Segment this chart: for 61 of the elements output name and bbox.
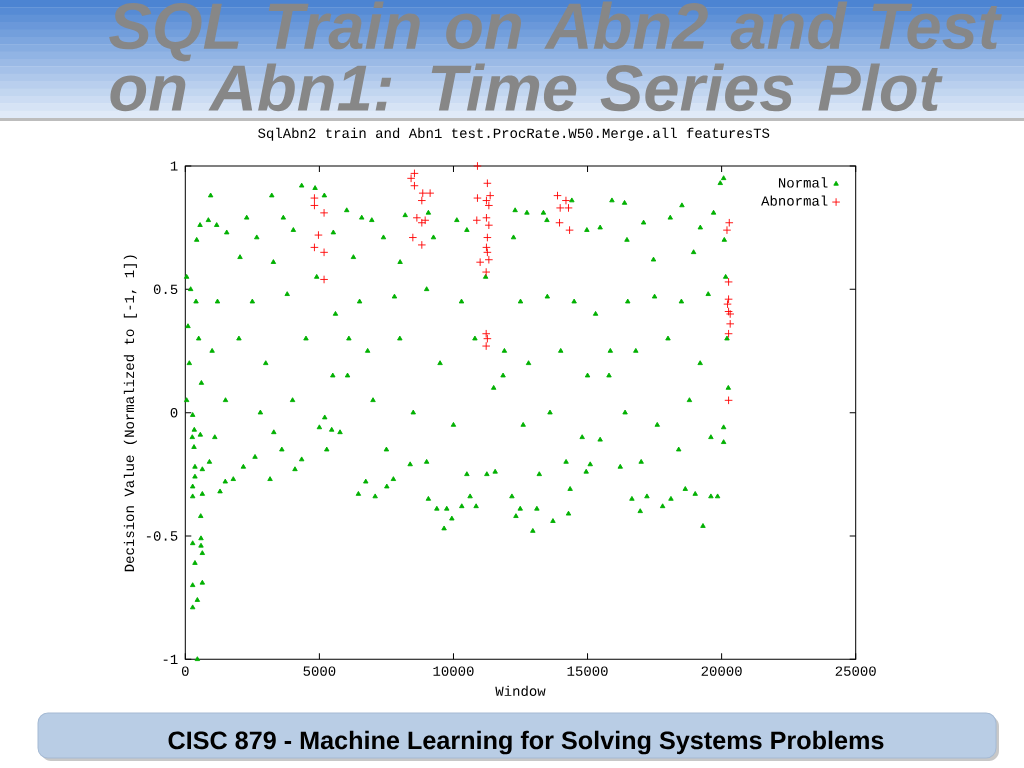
x-tick-label: 5000 xyxy=(303,666,336,676)
point xyxy=(310,193,319,203)
point xyxy=(555,203,565,213)
x-tick-label: 25000 xyxy=(835,666,876,676)
x-tick-label: 20000 xyxy=(701,666,742,676)
point xyxy=(408,233,418,242)
chart-subtitle: SqlAbn2 train and Abn1 test.ProcRate.W50.Merge.all featuresTS xyxy=(258,127,770,141)
point xyxy=(417,240,427,250)
point xyxy=(482,243,491,252)
point xyxy=(724,277,733,287)
point xyxy=(483,179,492,188)
point xyxy=(483,233,492,242)
point xyxy=(555,218,564,227)
point xyxy=(410,169,419,178)
point xyxy=(319,248,329,257)
point xyxy=(724,329,733,338)
point xyxy=(723,299,732,309)
point xyxy=(484,255,494,264)
point xyxy=(724,294,733,304)
y-tick-label: -0.5 xyxy=(146,531,178,541)
point xyxy=(417,196,427,205)
y-tick-label: 0 xyxy=(170,407,178,418)
point xyxy=(561,196,571,205)
point xyxy=(310,243,319,252)
point xyxy=(425,188,435,198)
point xyxy=(722,225,732,235)
y-tick-label: 0.5 xyxy=(153,284,178,295)
point xyxy=(319,275,329,284)
point xyxy=(483,248,492,257)
point xyxy=(484,220,494,230)
point xyxy=(472,216,482,225)
point xyxy=(481,267,491,277)
point xyxy=(481,341,491,351)
point xyxy=(406,174,416,183)
point xyxy=(482,213,491,223)
y-axis-title: Decision Value (Normalized to [-1, 1]) xyxy=(123,255,137,572)
y-tick-label: 1 xyxy=(170,161,178,171)
point xyxy=(564,203,573,213)
chart-title: SQL Train on Abn2 and Test on Abn1: Time Series Plot xyxy=(109,1,1002,112)
text: CISC 879 - Machine Learning for Solving Systems Problems xyxy=(168,730,884,755)
point xyxy=(565,225,574,235)
point xyxy=(725,218,734,227)
point xyxy=(473,161,482,171)
point xyxy=(319,208,329,218)
point xyxy=(725,319,735,329)
legend-label: Abnormal xyxy=(761,195,828,206)
x-tick-label: 0 xyxy=(181,666,189,676)
legend-label: Normal xyxy=(778,177,828,188)
x-axis-title: Window xyxy=(495,685,546,697)
y-tick-label: -1 xyxy=(163,654,178,664)
point xyxy=(418,188,428,198)
x-tick-label: 10000 xyxy=(433,666,474,676)
x-tick-label: 15000 xyxy=(567,666,608,676)
point xyxy=(410,181,419,190)
point xyxy=(473,193,482,203)
point xyxy=(310,201,319,210)
point xyxy=(724,396,733,405)
point xyxy=(553,191,562,200)
point xyxy=(485,191,495,200)
point xyxy=(314,230,323,240)
point xyxy=(475,257,485,267)
